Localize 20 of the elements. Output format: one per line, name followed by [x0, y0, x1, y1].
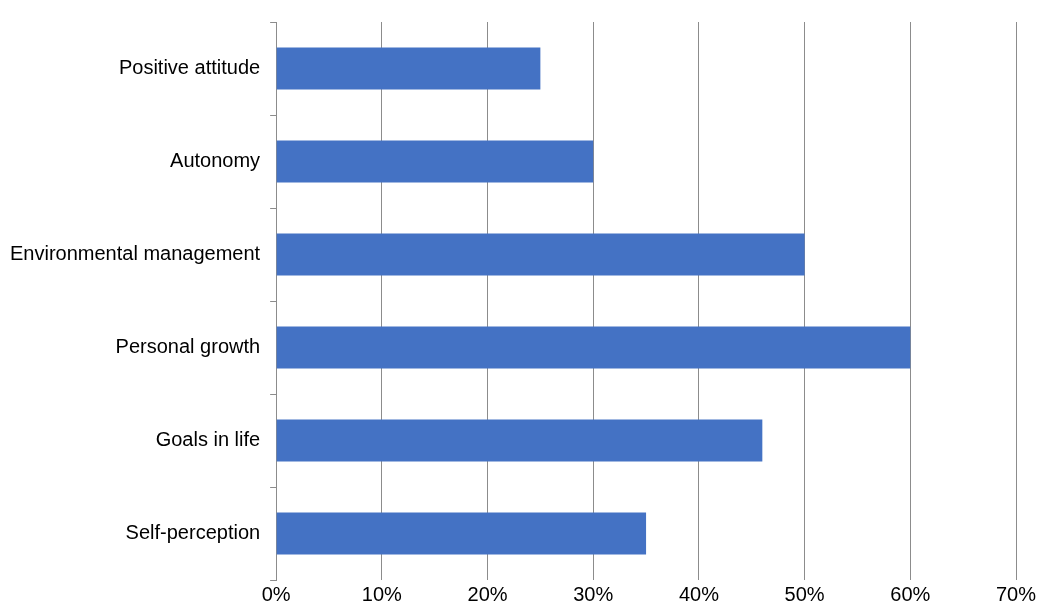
x-tick-label: 10% — [361, 582, 403, 605]
bar — [276, 512, 647, 555]
y-tick-label: Positive attitude — [118, 56, 261, 79]
y-tick-label: Self-perception — [125, 521, 261, 544]
x-tick-label: 30% — [573, 582, 614, 605]
y-tick-label: Goals in life — [155, 428, 261, 451]
bar — [276, 47, 541, 90]
y-tick-label: Autonomy — [170, 149, 261, 172]
bar — [276, 419, 763, 462]
x-tick-label: 40% — [678, 582, 720, 605]
x-tick-label: 60% — [890, 582, 931, 605]
bar — [276, 233, 805, 276]
bar — [276, 326, 911, 369]
x-tick-label: 70% — [995, 582, 1037, 605]
x-tick-label: 0% — [261, 582, 291, 605]
bar — [276, 140, 594, 183]
y-tick-label: Personal growth — [115, 335, 261, 358]
x-tick-label: 50% — [784, 582, 825, 605]
x-tick-label: 20% — [467, 582, 508, 605]
y-tick-label: Environmental management — [10, 242, 261, 265]
